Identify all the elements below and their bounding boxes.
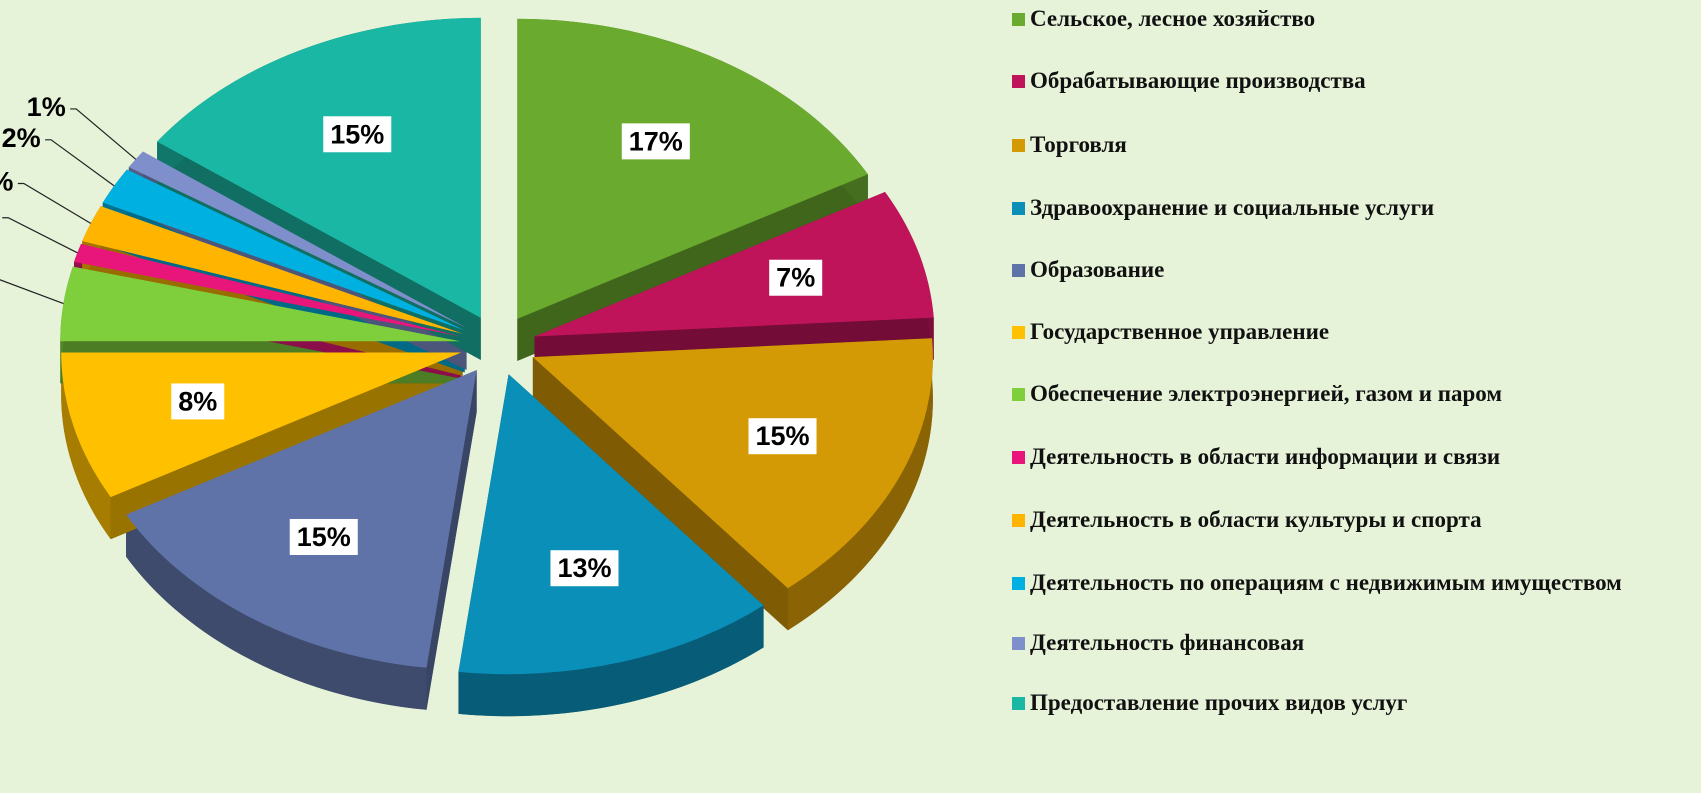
data-label: 17% xyxy=(629,126,683,156)
slice xyxy=(517,18,868,319)
data-label: 13% xyxy=(557,553,611,583)
data-label-box xyxy=(0,198,5,234)
slice xyxy=(102,169,465,331)
data-label-box xyxy=(289,518,358,555)
legend-item: Обеспечение электроэнергией, газом и пар… xyxy=(1012,381,1698,407)
legend-swatch xyxy=(1012,697,1025,710)
slice xyxy=(157,17,481,318)
legend-label: Предоставление прочих видов услуг xyxy=(1030,690,1408,715)
data-label: 2% xyxy=(2,123,41,153)
data-label: 15% xyxy=(755,421,809,451)
slice xyxy=(74,243,462,337)
data-labels: 17%7%15%13%15%8%4%1%2%2%1%15% xyxy=(0,92,823,587)
legend-item: Государственное управление xyxy=(1012,319,1698,345)
leader-line xyxy=(17,182,92,224)
legend-label: Сельское, лесное хозяйство xyxy=(1030,6,1316,31)
data-label-box xyxy=(323,116,392,153)
slice-edge xyxy=(458,605,764,717)
legend-label: Образование xyxy=(1030,257,1165,282)
data-label: 7% xyxy=(776,263,815,293)
slice-side xyxy=(426,370,477,710)
leader-line xyxy=(2,217,78,254)
data-label: 8% xyxy=(178,386,217,416)
legend-swatch xyxy=(1012,451,1025,464)
legend-label: Здравоохранение и социальные услуги xyxy=(1030,195,1435,220)
data-label: 15% xyxy=(330,119,384,149)
slice-side xyxy=(532,357,788,631)
legend: Сельское, лесное хозяйство Обрабатывающие… xyxy=(1012,0,1698,793)
chart: 17%7%15%13%15%8%4%1%2%2%1%15% xyxy=(0,17,934,717)
legend-label: Торговля xyxy=(1030,132,1127,157)
legend-item: Деятельность финансовая xyxy=(1012,630,1698,656)
leader-line xyxy=(70,108,137,160)
legend-swatch xyxy=(1012,264,1025,277)
legend-swatch xyxy=(1012,326,1025,339)
data-label: 2% xyxy=(0,167,13,197)
slice xyxy=(60,266,461,342)
legend-item: Обрабатывающие производства xyxy=(1012,68,1698,94)
legend-swatch xyxy=(1012,637,1025,650)
data-label: 1% xyxy=(27,92,66,122)
legend-swatch xyxy=(1012,75,1025,88)
leader-line xyxy=(45,139,115,187)
legend-item: Предоставление прочих видов услуг xyxy=(1012,690,1698,716)
legend-item: Здравоохранение и социальные услуги xyxy=(1012,195,1698,221)
legend-swatch xyxy=(1012,577,1025,590)
slice xyxy=(128,151,467,328)
data-label-box xyxy=(769,259,823,296)
slice xyxy=(126,370,477,668)
legend-label: Обеспечение электроэнергией, газом и пар… xyxy=(1030,381,1503,406)
data-label: 15% xyxy=(297,522,351,552)
legend-item: Деятельность в области информации и связ… xyxy=(1012,444,1698,470)
legend-item: Торговля xyxy=(1012,132,1698,158)
legend-label: Деятельность в области культуры и спорта xyxy=(1030,507,1482,532)
legend-item: Образование xyxy=(1012,257,1698,283)
legend-swatch xyxy=(1012,388,1025,401)
leader-line xyxy=(0,279,64,305)
slice xyxy=(82,206,463,334)
legend-label: Обрабатывающие производства xyxy=(1030,68,1366,93)
legend-swatch xyxy=(1012,139,1025,152)
slice xyxy=(458,374,764,675)
slice-edge xyxy=(126,514,427,710)
data-label-box xyxy=(550,550,619,587)
legend-label: Государственное управление xyxy=(1030,319,1330,344)
slice xyxy=(532,338,933,589)
legend-label: Деятельность финансовая xyxy=(1030,630,1305,655)
legend-item: Деятельность в области культуры и спорта xyxy=(1012,507,1698,533)
legend-label: Деятельность в области информации и связ… xyxy=(1030,444,1501,469)
data-label-box xyxy=(171,383,225,420)
data-label-box xyxy=(748,418,817,455)
data-label-box xyxy=(621,123,690,160)
slice xyxy=(534,191,934,337)
slice-edge xyxy=(787,338,933,631)
legend-item: Сельское, лесное хозяйство xyxy=(1012,6,1698,32)
slice-edge xyxy=(61,352,111,540)
pie-tops xyxy=(60,17,934,675)
legend-item: Деятельность по операциям с недвижимым и… xyxy=(1012,570,1698,596)
legend-swatch xyxy=(1012,514,1025,527)
slice xyxy=(61,352,462,498)
legend-swatch xyxy=(1012,13,1025,26)
legend-swatch xyxy=(1012,202,1025,215)
legend-label: Деятельность по операциям с недвижимым и… xyxy=(1030,570,1622,595)
